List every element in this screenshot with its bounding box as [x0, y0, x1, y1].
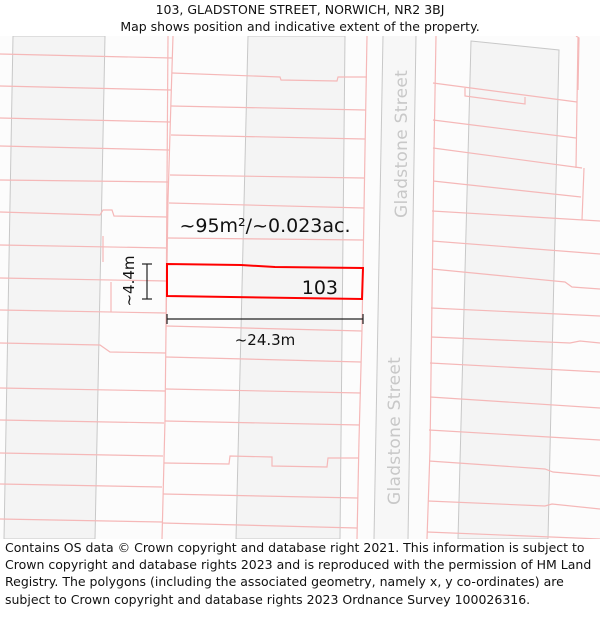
- width-label: ~24.3m: [235, 331, 296, 349]
- building-block-left: [3, 36, 106, 539]
- width-dimension: [166, 314, 364, 324]
- property-address-title: 103, GLADSTONE STREET, NORWICH, NR2 3BJ: [155, 2, 445, 17]
- street-label-lower: Gladstone Street: [385, 357, 405, 505]
- property-outline[interactable]: [166, 262, 365, 301]
- map-subtitle: Map shows position and indicative extent…: [120, 19, 480, 34]
- property-map[interactable]: Gladstone Street Gladstone Street ~95m²/…: [0, 36, 600, 539]
- road-gladstone-street: [373, 36, 417, 539]
- street-label-upper: Gladstone Street: [392, 70, 412, 218]
- copyright-attribution: Contains OS data © Crown copyright and d…: [5, 540, 592, 607]
- building-block-center: [235, 36, 346, 539]
- height-dimension: [142, 263, 152, 300]
- map-header: 103, GLADSTONE STREET, NORWICH, NR2 3BJ …: [0, 0, 600, 36]
- building-block-right: [457, 40, 560, 539]
- area-label: ~95m²/~0.023ac.: [179, 215, 350, 237]
- parcel-boundaries: [0, 36, 600, 539]
- building-blocks: [3, 36, 560, 539]
- height-label: ~4.4m: [120, 255, 138, 306]
- property-number-label: 103: [302, 277, 338, 299]
